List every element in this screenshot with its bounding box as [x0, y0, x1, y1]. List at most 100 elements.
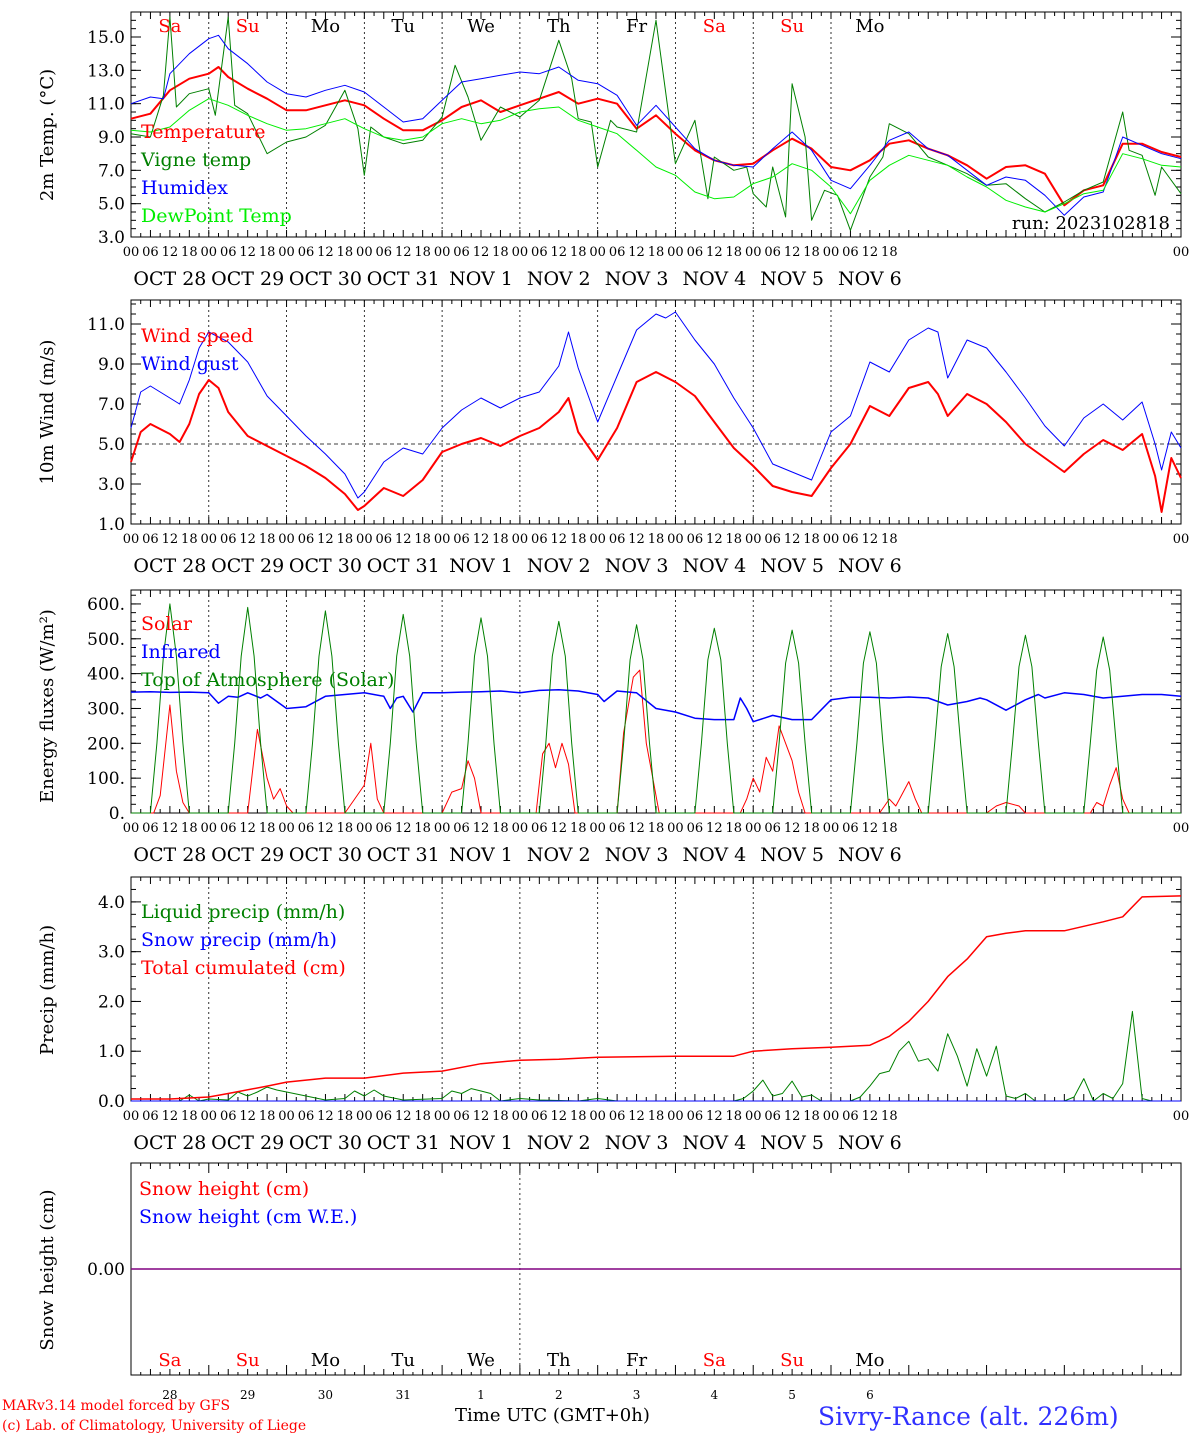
- series-line: [130, 66, 1182, 207]
- date-label: OCT 30: [289, 555, 362, 577]
- hour-tick-label: 12: [395, 1109, 412, 1124]
- hour-tick-label: 12: [162, 245, 179, 260]
- hour-tick-label: 18: [492, 1109, 509, 1124]
- hour-tick-label: 18: [259, 821, 276, 836]
- hour-tick-label: 00: [512, 821, 529, 836]
- hour-tick-label: 06: [531, 532, 548, 547]
- date-label: OCT 31: [367, 1132, 440, 1154]
- hour-tick-label: 18: [181, 821, 198, 836]
- y-tick-label: 7.0: [98, 395, 125, 415]
- hour-tick-label: 00: [745, 532, 762, 547]
- hour-tick-label: 00: [434, 532, 451, 547]
- hour-tick-label: 00: [823, 821, 840, 836]
- hour-tick-label: 00: [1173, 532, 1190, 547]
- date-label: NOV 5: [760, 844, 824, 866]
- hour-tick-label: 12: [628, 245, 645, 260]
- y-tick-label: 600.: [87, 595, 125, 615]
- date-label: NOV 6: [838, 1132, 902, 1154]
- hour-tick-label: 18: [570, 821, 587, 836]
- legend-entry: DewPoint Temp: [141, 205, 292, 227]
- day-abbreviation: Su: [780, 1350, 804, 1371]
- day-abbreviation: Mo: [311, 16, 340, 37]
- hour-tick-label: 00: [667, 1109, 684, 1124]
- hour-tick-label: 18: [570, 245, 587, 260]
- y-tick-label: 9.0: [98, 128, 125, 148]
- hour-tick-label: 00: [512, 532, 529, 547]
- day-abbreviation: Su: [780, 16, 804, 37]
- hour-tick-label: 12: [317, 1109, 334, 1124]
- legend-entry: Liquid precip (mm/h): [141, 901, 345, 923]
- hour-tick-label: 18: [492, 532, 509, 547]
- hour-tick-label: 18: [648, 821, 665, 836]
- hour-tick-label: 06: [764, 245, 781, 260]
- day-number-label: 1: [477, 1388, 485, 1402]
- hour-tick-label: 06: [764, 532, 781, 547]
- y-tick-label: 15.0: [87, 28, 125, 48]
- series-line: [131, 1010, 1181, 1102]
- hour-tick-label: 12: [706, 245, 723, 260]
- date-label: OCT 31: [367, 555, 440, 577]
- hour-tick-label: 00: [434, 245, 451, 260]
- date-label: NOV 6: [838, 844, 902, 866]
- hour-tick-label: 00: [356, 821, 373, 836]
- y-tick-label: 7.0: [98, 161, 125, 181]
- hour-tick-label: 18: [803, 1109, 820, 1124]
- hour-tick-label: 06: [453, 532, 470, 547]
- day-abbreviation: Mo: [855, 1350, 884, 1371]
- hour-tick-label: 00: [823, 532, 840, 547]
- hour-tick-label: 06: [376, 245, 393, 260]
- hour-tick-label: 12: [862, 821, 879, 836]
- series-line: [130, 34, 1182, 216]
- hour-tick-label: 06: [531, 245, 548, 260]
- hour-tick-label: 00: [589, 532, 606, 547]
- day-number-label: 2: [555, 1388, 563, 1402]
- day-number-label: 5: [788, 1388, 796, 1402]
- y-tick-label: 300.: [87, 699, 125, 719]
- hour-tick-label: 06: [376, 1109, 393, 1124]
- hour-tick-label: 06: [142, 532, 159, 547]
- hour-tick-label: 06: [298, 245, 315, 260]
- hour-tick-label: 12: [395, 245, 412, 260]
- date-label: NOV 4: [682, 844, 746, 866]
- hour-tick-label: 12: [473, 245, 490, 260]
- day-number-label: 4: [711, 1388, 719, 1402]
- hour-tick-label: 06: [842, 821, 859, 836]
- date-label: OCT 29: [211, 555, 284, 577]
- day-abbreviation: Fr: [626, 16, 647, 37]
- hour-tick-label: 18: [259, 1109, 276, 1124]
- hour-tick-label: 06: [376, 821, 393, 836]
- hour-tick-label: 12: [784, 1109, 801, 1124]
- day-abbreviation: Su: [236, 1350, 260, 1371]
- hour-tick-label: 18: [414, 245, 431, 260]
- hour-tick-label: 00: [201, 532, 218, 547]
- hour-tick-label: 18: [648, 532, 665, 547]
- y-tick-label: 3.0: [98, 228, 125, 248]
- y-tick-label: 1.0: [98, 515, 125, 535]
- hour-tick-label: 12: [473, 1109, 490, 1124]
- day-abbreviation: Fr: [626, 1350, 647, 1371]
- hour-tick-label: 06: [609, 532, 626, 547]
- y-tick-label: 1.0: [98, 1042, 125, 1062]
- hour-tick-label: 06: [842, 1109, 859, 1124]
- day-abbreviation: Th: [547, 1350, 571, 1371]
- day-number-label: 31: [396, 1388, 411, 1402]
- day-number-label: 28: [162, 1388, 177, 1402]
- run-label: run: 2023102818: [1012, 213, 1170, 234]
- hour-tick-label: 06: [687, 1109, 704, 1124]
- hour-tick-label: 18: [726, 821, 743, 836]
- hour-tick-label: 00: [823, 1109, 840, 1124]
- hour-tick-label: 00: [589, 245, 606, 260]
- hour-tick-label: 18: [803, 245, 820, 260]
- hour-tick-label: 12: [239, 1109, 256, 1124]
- day-abbreviation: We: [467, 1350, 495, 1371]
- hour-tick-label: 18: [492, 821, 509, 836]
- hour-tick-label: 00: [745, 245, 762, 260]
- hour-tick-label: 00: [201, 1109, 218, 1124]
- hour-tick-label: 06: [453, 245, 470, 260]
- hour-tick-label: 18: [259, 532, 276, 547]
- hour-tick-label: 18: [414, 821, 431, 836]
- legend-entry: Snow height (cm W.E.): [139, 1206, 357, 1228]
- hour-tick-label: 06: [764, 821, 781, 836]
- y-tick-label: 0.: [109, 804, 125, 824]
- legend-entry: Total cumulated (cm): [141, 957, 346, 979]
